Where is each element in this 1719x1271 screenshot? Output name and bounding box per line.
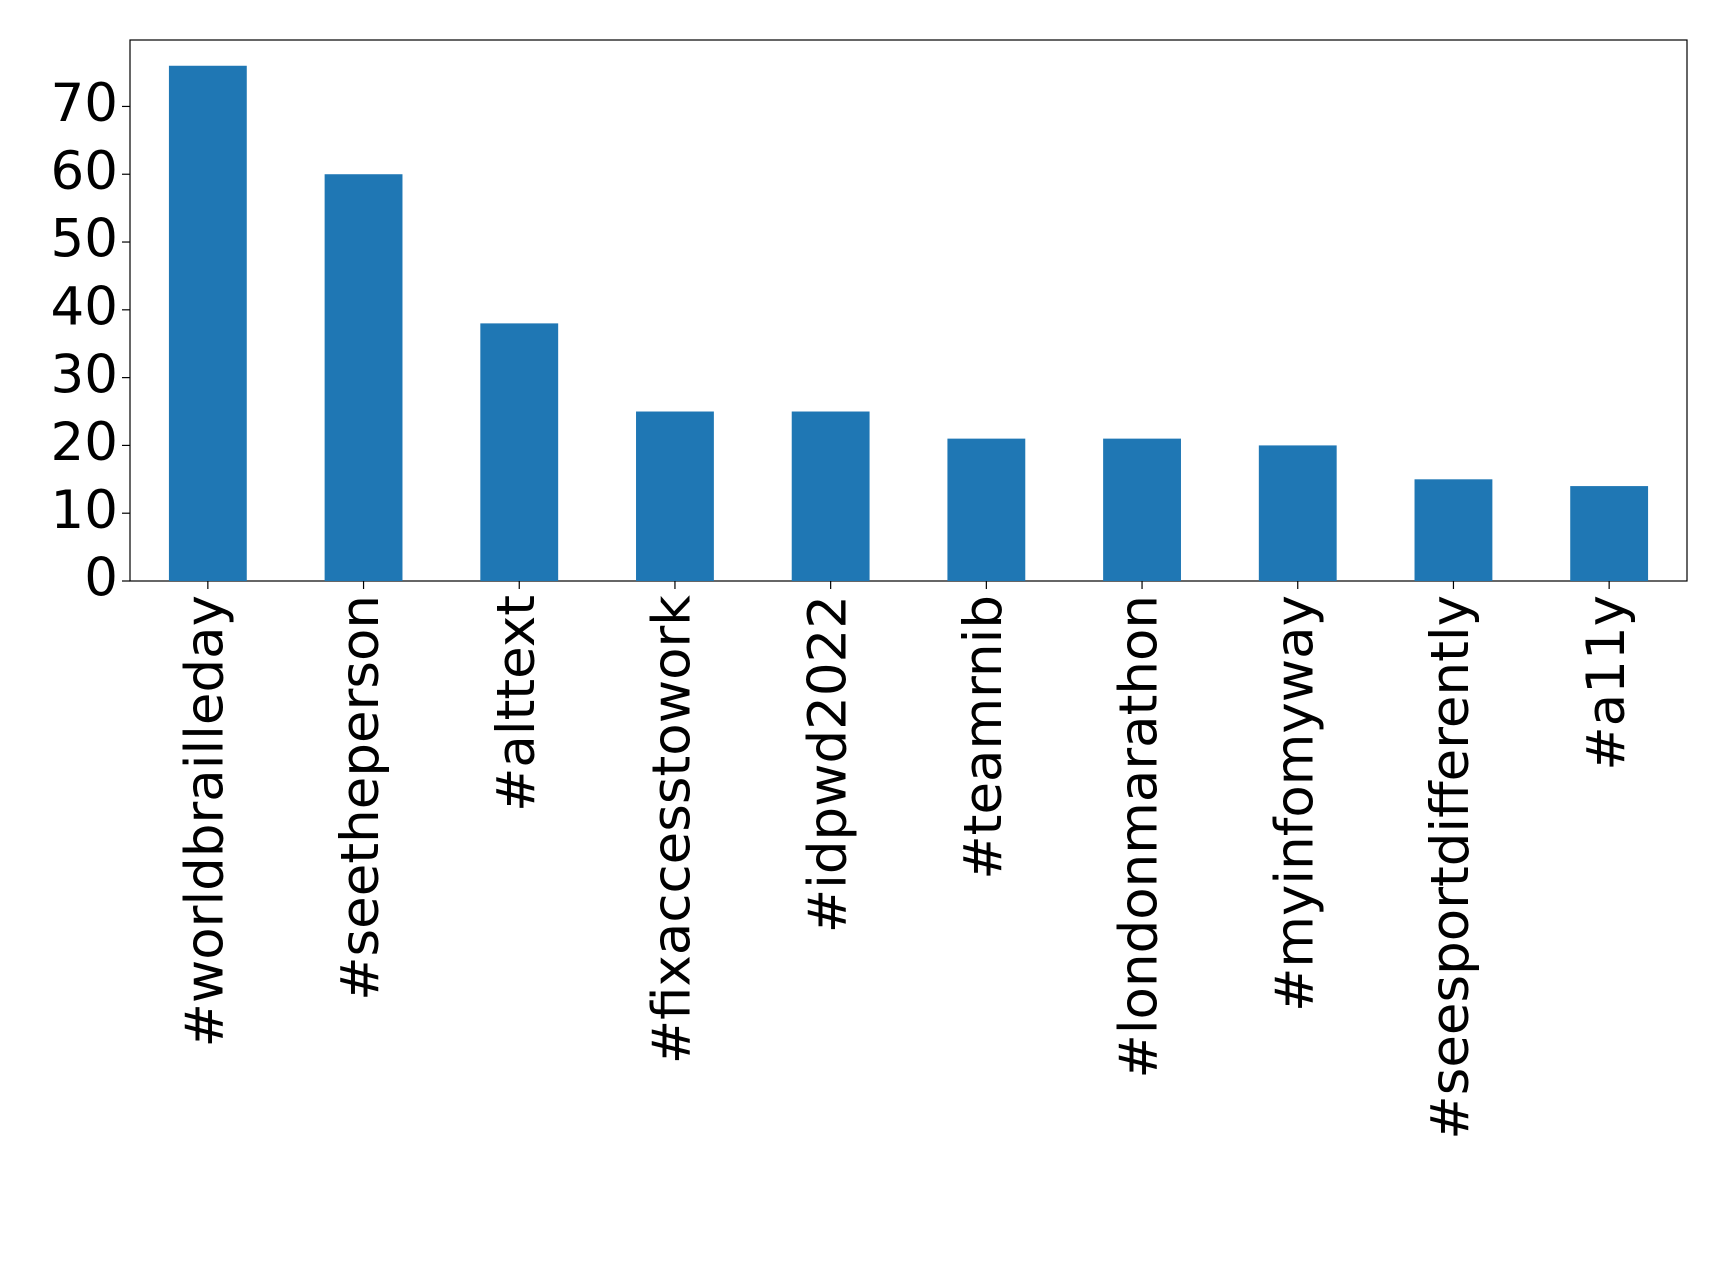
bar — [791, 411, 870, 581]
bar — [1103, 438, 1181, 581]
y-tick-label: 70 — [51, 73, 118, 134]
bar — [947, 438, 1026, 581]
x-tick-label: #alttext — [486, 595, 547, 812]
bar — [1414, 479, 1493, 581]
plot-frame — [129, 39, 1688, 582]
bar — [636, 411, 714, 581]
y-tick-label: 50 — [51, 209, 118, 270]
y-tick-label: 40 — [51, 276, 118, 337]
x-tick-label: #fixaccesstowork — [642, 595, 703, 1065]
x-tick-label: #teamrnib — [953, 595, 1014, 880]
bar — [1258, 445, 1337, 581]
x-tick-label: #londonmarathon — [1109, 595, 1170, 1079]
y-tick-label: 0 — [84, 548, 118, 609]
y-tick-label: 60 — [51, 141, 118, 202]
y-tick-label: 30 — [51, 344, 118, 405]
x-tick-label: #seesportdifferently — [1420, 595, 1481, 1140]
bar — [168, 65, 247, 581]
bar — [1570, 486, 1649, 581]
x-tick-label: #myinfomyway — [1264, 595, 1325, 1012]
bar — [480, 323, 559, 581]
bar — [324, 174, 403, 581]
x-tick-label: #idpwd2022 — [797, 595, 858, 933]
x-tick-label: #a11y — [1576, 595, 1637, 771]
x-tick-label: #seetheperson — [330, 595, 391, 1001]
y-tick-label: 10 — [51, 480, 118, 541]
x-tick-label: #worldbrailleday — [174, 595, 235, 1048]
y-tick-label: 20 — [51, 412, 118, 473]
